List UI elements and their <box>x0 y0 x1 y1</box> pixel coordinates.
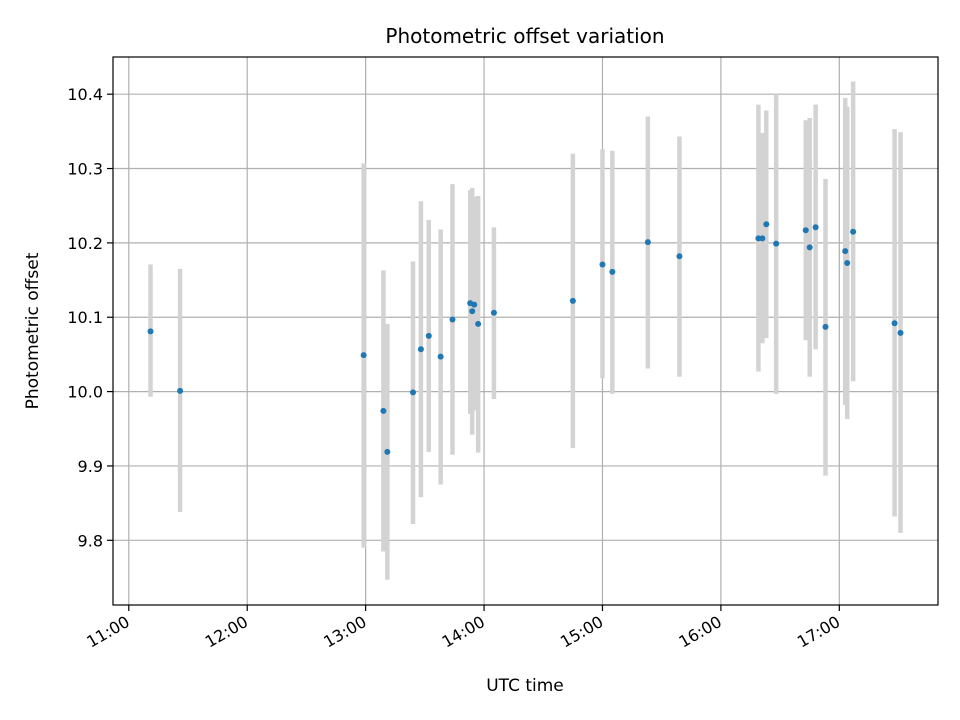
x-axis-label: UTC time <box>486 676 564 696</box>
data-point <box>897 329 904 336</box>
chart-title: Photometric offset variation <box>385 24 664 48</box>
data-point <box>449 316 456 323</box>
data-point <box>417 346 424 353</box>
y-tick-label: 10.3 <box>67 160 103 179</box>
data-point <box>850 228 857 235</box>
y-axis-ticks: 9.8 9.9 10.0 10.1 10.2 10.3 10.4 <box>67 85 113 550</box>
data-point <box>844 259 851 266</box>
data-point <box>410 389 416 396</box>
data-point <box>609 268 616 275</box>
data-point <box>490 309 497 316</box>
y-axis-label: Photometric offset <box>23 252 43 409</box>
data-point <box>147 328 154 335</box>
data-point <box>475 320 482 327</box>
data-point <box>822 323 829 330</box>
data-points <box>147 221 904 455</box>
data-point <box>773 240 780 247</box>
y-tick-label: 9.9 <box>78 457 103 476</box>
data-point <box>360 352 367 359</box>
data-point <box>763 221 770 228</box>
data-point <box>891 320 898 327</box>
data-point <box>469 308 476 315</box>
data-point <box>384 448 391 455</box>
data-point <box>676 253 683 260</box>
data-point <box>177 387 184 394</box>
y-tick-label: 10.4 <box>67 85 103 104</box>
data-point <box>759 235 766 242</box>
data-point <box>802 227 809 234</box>
y-tick-label: 10.0 <box>67 383 103 402</box>
plot-frame <box>112 56 939 606</box>
y-tick-label: 10.2 <box>67 234 103 253</box>
data-point <box>380 407 387 414</box>
data-point <box>806 244 813 251</box>
y-tick-label: 10.1 <box>67 308 103 327</box>
data-point <box>569 297 576 304</box>
data-point <box>599 261 606 268</box>
data-point <box>812 224 819 231</box>
y-tick-label: 9.8 <box>78 531 103 550</box>
data-point <box>842 248 849 255</box>
data-point <box>425 332 432 339</box>
data-point <box>471 301 478 308</box>
data-point <box>644 239 651 246</box>
data-point <box>437 353 444 360</box>
